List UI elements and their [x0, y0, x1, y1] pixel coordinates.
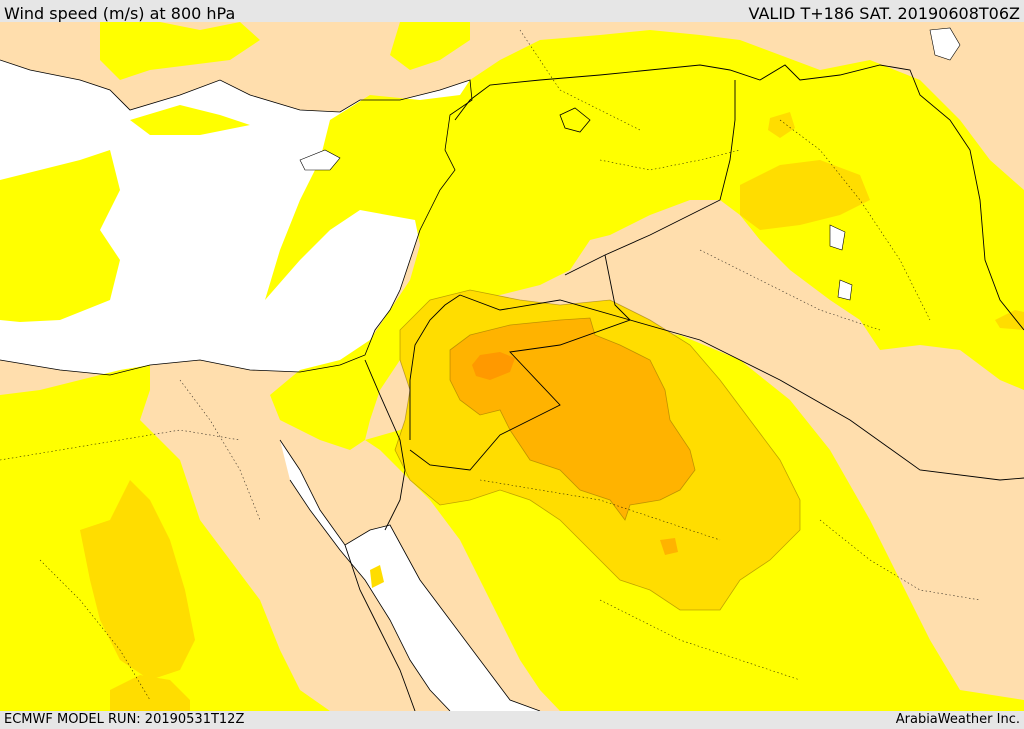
- map-title: Wind speed (m/s) at 800 hPa: [4, 4, 236, 23]
- header-bar: Wind speed (m/s) at 800 hPa VALID T+186 …: [0, 0, 1024, 23]
- coastlines: [0, 59, 591, 711]
- credit-label: ArabiaWeather Inc.: [895, 712, 1020, 727]
- valid-time: VALID T+186 SAT. 20190608T06Z: [748, 4, 1020, 23]
- red-sea: [280, 440, 540, 711]
- water-bodies: [299, 27, 961, 301]
- contour-lines: [394, 289, 801, 611]
- country-borders: [344, 64, 1024, 711]
- footer-bar: ECMWF MODEL RUN: 20190531T12Z ArabiaWeat…: [0, 711, 1024, 729]
- model-run-label: ECMWF MODEL RUN: 20190531T12Z: [4, 712, 245, 727]
- wind-band-4: [472, 352, 515, 380]
- wind-speed-map: [0, 22, 1024, 711]
- province-borders: [0, 29, 981, 701]
